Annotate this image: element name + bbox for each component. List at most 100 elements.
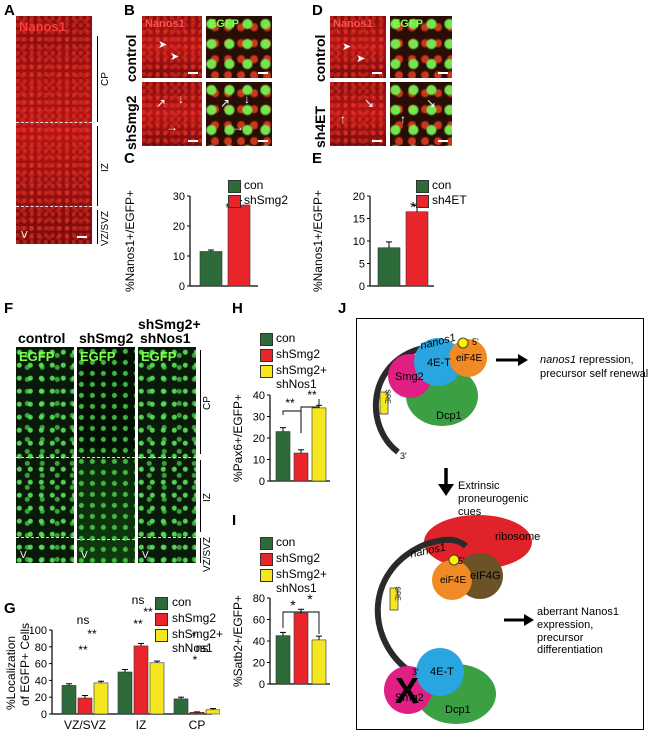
f-control-image: EGFP V — [16, 347, 74, 563]
i-legend-sh: shSmg2 — [276, 551, 321, 565]
b-control-egfp-image: EGFP — [206, 16, 272, 78]
d-sh4et-nanos1-image: ↑ ↘ — [330, 82, 386, 146]
f-col1-label: control — [18, 330, 66, 346]
y-tick-label: 0 — [41, 709, 47, 721]
f-zone-iz: IZ — [202, 493, 213, 502]
f-egfp-label-2: EGFP — [80, 349, 116, 364]
f-egfp-label-3: EGFP — [141, 349, 177, 364]
y-tick-label: 40 — [253, 636, 265, 648]
y-tick-label: 20 — [253, 433, 265, 445]
j-bottom-three: 3' — [412, 667, 419, 677]
j-out1-repression: repression, — [576, 354, 634, 366]
y-tick-label: 10 — [353, 236, 365, 248]
j-cue-2: proneurogenic — [458, 493, 529, 505]
bar-0-2 — [93, 682, 109, 715]
y-tick-label: 30 — [253, 412, 265, 424]
f-col3b-label: shNos1 — [140, 330, 191, 346]
y-tick-label: 80 — [35, 642, 47, 654]
y-axis-label: %Nanos1+/EGFP+ — [123, 190, 137, 292]
c-legend-con: con — [244, 178, 264, 192]
x-tick-label: CP — [189, 718, 206, 732]
y-tick-label: 20 — [253, 658, 265, 670]
significance-mark: ns — [77, 613, 90, 627]
e-legend-con: con — [432, 178, 452, 192]
d-nanos1-label: Nanos1 — [333, 18, 373, 30]
panel-label-i: I — [232, 512, 237, 529]
panel-label-h: H — [232, 300, 243, 317]
panel-label-c: C — [124, 150, 135, 167]
j-out1-line1: nanos1 repression, — [540, 354, 634, 366]
y-tick-label: 20 — [35, 692, 47, 704]
y-tick-label: 60 — [35, 659, 47, 671]
zone-cp-label: CP — [100, 72, 111, 86]
f-v-3: V — [142, 550, 149, 561]
j-top-three: 3' — [400, 451, 407, 461]
j-eif4g: eIF4G — [470, 570, 501, 582]
panel-label-e: E — [312, 150, 323, 167]
significance-bracket — [282, 611, 301, 628]
y-tick-label: 40 — [253, 390, 265, 402]
f-rescue-image: EGFP V — [138, 347, 196, 563]
significance-mark: ** — [285, 396, 295, 410]
y-tick-label: 5 — [359, 259, 365, 271]
h-legend-con: con — [276, 331, 296, 345]
j-top-five: 5' — [472, 337, 479, 347]
y-tick-label: 60 — [253, 615, 265, 627]
e-legend-sh: sh4ET — [432, 193, 467, 207]
y-tick-label: 10 — [173, 251, 185, 263]
d-control-nanos1-image: Nanos1 ➤ ➤ — [330, 16, 386, 78]
g-ylabel-1: %Localization — [4, 635, 18, 710]
f-v-1: V — [20, 550, 27, 561]
bar-0 — [377, 247, 401, 287]
y-tick-label: 0 — [259, 679, 265, 691]
j-smg2-inhibition-x: X — [395, 670, 420, 711]
y-axis-label: %Satb2+/EGFP+ — [231, 595, 245, 687]
d-row1-label: control — [312, 34, 328, 82]
zone-vzsvz-label: VZ/SVZ — [100, 210, 111, 246]
bar-1 — [293, 452, 309, 482]
j-top-sre: SRE — [383, 389, 391, 404]
significance-bracket — [300, 399, 320, 433]
j-top-eif4e: eiF4E — [456, 353, 483, 364]
chart-i: 0 20 40 60 80 %Satb2+/EGFP+ * * — [231, 591, 330, 691]
significance-mark: ** — [307, 388, 317, 402]
panel-a-image: Nanos1 V — [16, 16, 92, 244]
panel-label-d: D — [312, 2, 323, 19]
j-out2-line1: aberrant Nanos1 — [537, 606, 619, 618]
significance-mark: * — [307, 591, 313, 607]
significance-mark: * — [290, 597, 296, 613]
bar-1-2 — [149, 662, 165, 715]
panel-label-j: J — [338, 300, 347, 317]
bar-0 — [275, 431, 291, 482]
bar-0-0 — [61, 685, 77, 715]
h-legend-sh: shSmg2 — [276, 347, 321, 361]
i-legend-con: con — [276, 535, 296, 549]
significance-mark: ns — [132, 593, 145, 607]
j-top-dcp1: Dcp1 — [436, 410, 462, 422]
chart-e: 0 5 10 15 20 %Nanos1+/EGFP+ * — [311, 190, 434, 293]
g-legend-nos-b: shNos1 — [172, 641, 213, 655]
y-tick-label: 10 — [253, 455, 265, 467]
f-v-2: V — [81, 550, 88, 561]
y-axis-label: %Pax6+/EGFP+ — [231, 394, 245, 482]
f-zone-vzsvz: VZ/SVZ — [202, 536, 213, 572]
panel-label-b: B — [124, 2, 135, 19]
bar-0-1 — [77, 697, 93, 715]
panel-label-g: G — [4, 600, 16, 617]
b-nanos1-label: Nanos1 — [145, 18, 185, 30]
bar-1 — [227, 204, 251, 287]
y-tick-label: 100 — [30, 625, 47, 637]
j-top-smg2: Smg2 — [395, 371, 424, 383]
y-tick-label: 80 — [253, 593, 265, 605]
panel-label-f: F — [4, 300, 14, 317]
i-legend-nos-a: shSmg2+ — [276, 567, 328, 581]
y-tick-label: 40 — [35, 675, 47, 687]
ventricle-label: V — [21, 230, 28, 241]
j-top-4et: 4E-T — [427, 357, 451, 369]
significance-mark: ns — [196, 641, 209, 655]
significance-bracket — [282, 410, 302, 433]
j-bottom-eif4e: eiF4E — [440, 575, 467, 586]
i-legend-nos-b: shNos1 — [276, 581, 317, 595]
significance-mark: * — [192, 629, 197, 643]
